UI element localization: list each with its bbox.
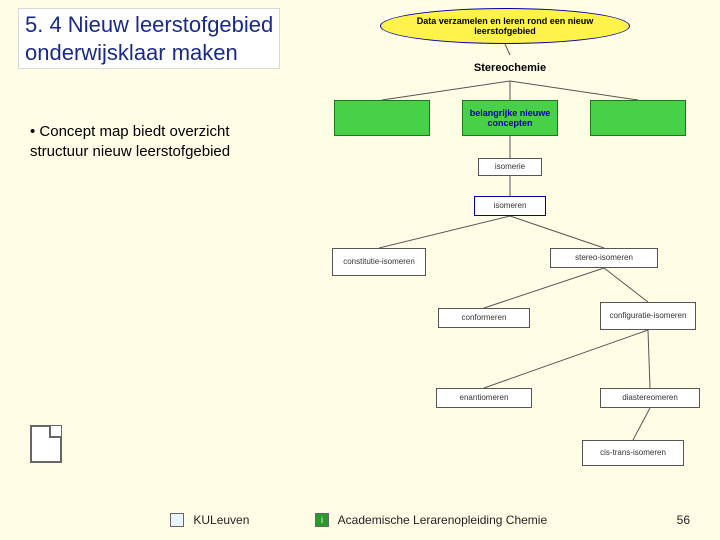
diagram-node: Data verzamelen en leren rond een nieuw … — [380, 8, 630, 44]
slide-footer: KULeuven i Academische Lerarenopleiding … — [0, 508, 720, 532]
alc-logo-icon: i — [315, 513, 329, 527]
bullet-text: • Concept map biedt overzicht structuur … — [30, 122, 280, 163]
page-number: 56 — [677, 513, 690, 527]
diagram-node: belangrijke nieuwe concepten — [462, 100, 558, 136]
diagram-node: Stereochemie — [455, 55, 565, 81]
footer-center: i Academische Lerarenopleiding Chemie — [315, 513, 547, 528]
concept-map-diagram: Data verzamelen en leren rond een nieuw … — [300, 0, 720, 490]
diagram-node: diastereomeren — [600, 388, 700, 408]
diagram-node — [590, 100, 686, 136]
document-icon[interactable] — [30, 425, 62, 463]
diagram-node: stereo-isomeren — [550, 248, 658, 268]
title-line-2: onderwijsklaar maken — [25, 40, 238, 65]
footer-center-label: Academische Lerarenopleiding Chemie — [338, 513, 547, 527]
diagram-node: conformeren — [438, 308, 530, 328]
title-line-1: 5. 4 Nieuw leerstofgebied — [25, 12, 273, 37]
kul-logo-icon — [170, 513, 184, 527]
footer-left-label: KULeuven — [193, 513, 249, 527]
diagram-node: cis-trans-isomeren — [582, 440, 684, 466]
diagram-node: configuratie-isomeren — [600, 302, 696, 330]
slide-title: 5. 4 Nieuw leerstofgebied onderwijsklaar… — [18, 8, 280, 69]
diagram-node: isomeren — [474, 196, 546, 216]
diagram-node — [334, 100, 430, 136]
slide: 5. 4 Nieuw leerstofgebied onderwijsklaar… — [0, 0, 720, 540]
diagram-node: constitutie-isomeren — [332, 248, 426, 276]
diagram-node: enantiomeren — [436, 388, 532, 408]
diagram-node: isomerie — [478, 158, 542, 176]
footer-left: KULeuven — [170, 513, 249, 528]
